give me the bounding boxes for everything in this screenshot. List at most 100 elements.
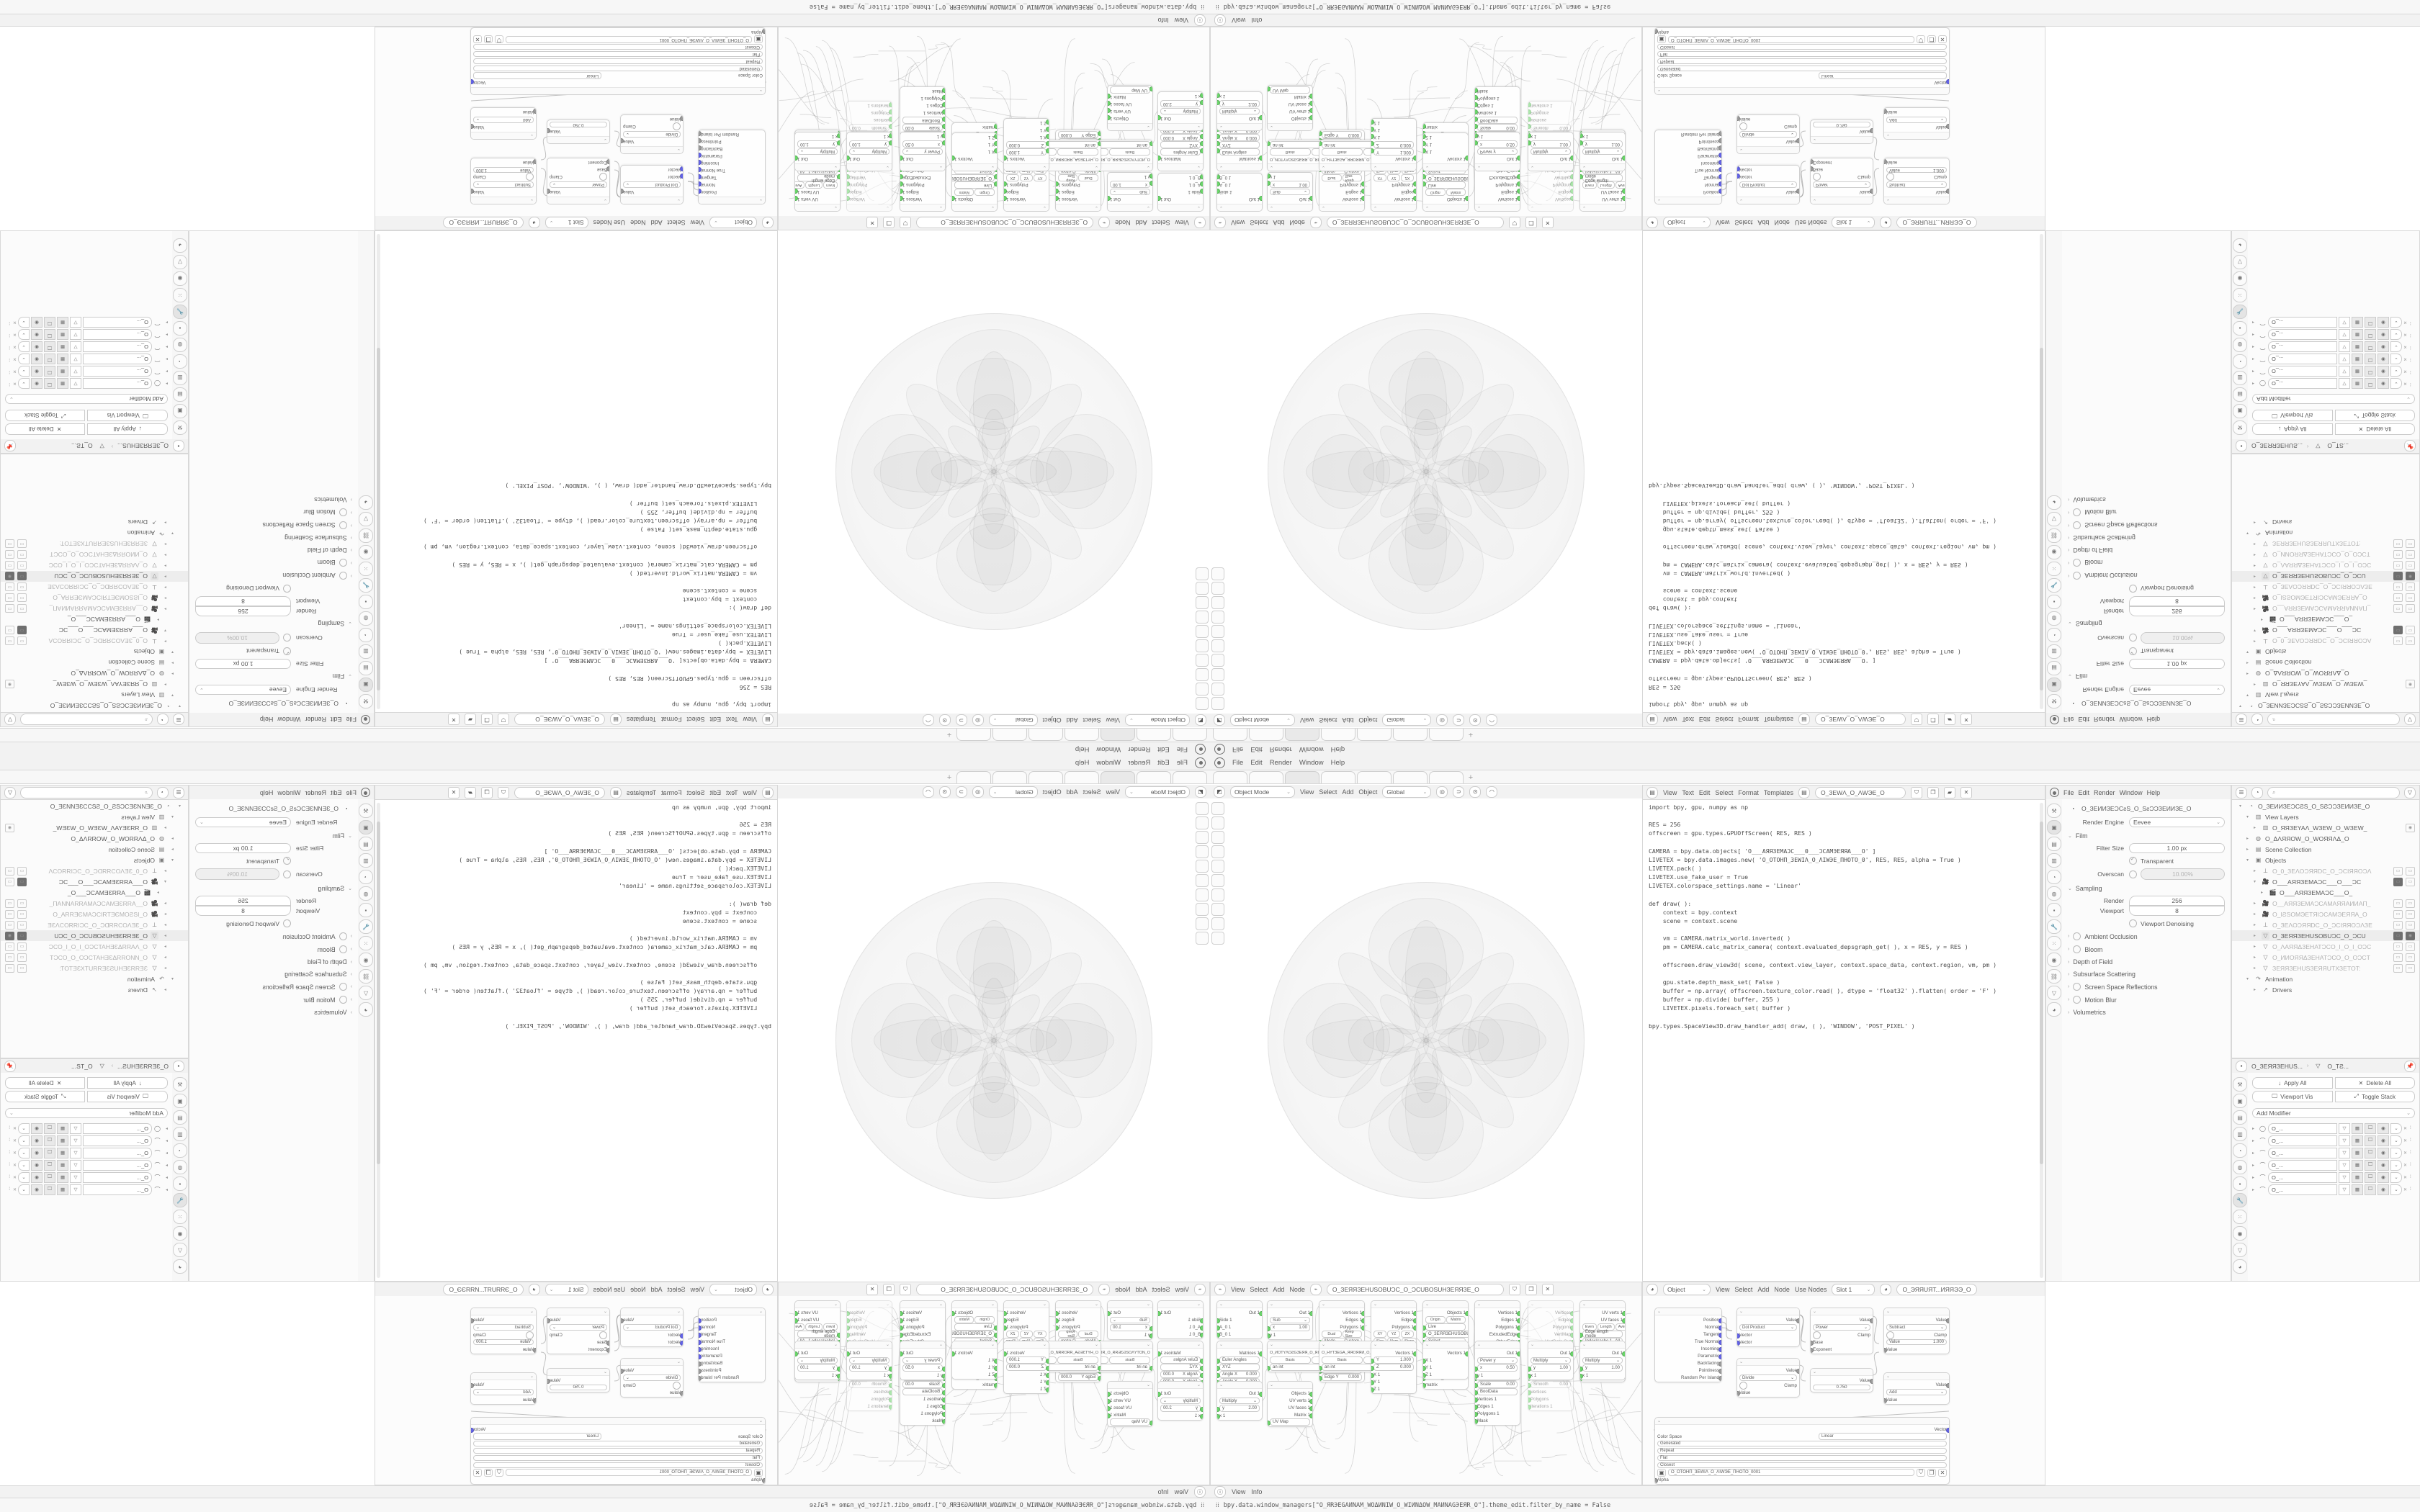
socket-dot[interactable] bbox=[837, 141, 841, 146]
gn-node[interactable]: ⌄ Out 1 Power y ⌄ x 0.50 y 1 bbox=[900, 1341, 946, 1380]
chevron-down-icon[interactable]: ▾ bbox=[176, 703, 181, 708]
fake-user-icon[interactable]: ⛉ bbox=[495, 1469, 503, 1477]
tool-select-box-icon[interactable] bbox=[1211, 683, 1224, 696]
image-icon[interactable]: ▣ bbox=[1657, 36, 1666, 44]
realtime-icon[interactable]: ▦ bbox=[57, 1135, 68, 1146]
pin-icon[interactable]: 📌 bbox=[2404, 441, 2416, 452]
node-collapse-caret-icon[interactable]: ⌄ bbox=[795, 204, 840, 211]
clamp-checkbox[interactable] bbox=[1886, 1331, 1894, 1339]
tab-scene-icon[interactable]: ◔ bbox=[2233, 354, 2247, 369]
outliner-item-toggles[interactable]: ▭ ▭ bbox=[5, 899, 27, 908]
pivot-point-icon[interactable]: ◎ bbox=[1436, 786, 1448, 798]
overscan-field[interactable]: 10.00% bbox=[2141, 632, 2225, 644]
clamp-checkbox-row[interactable]: Clamp bbox=[1886, 1332, 1947, 1338]
socket-dot[interactable] bbox=[1259, 116, 1263, 121]
node-collapse-caret-icon[interactable]: ⌄ bbox=[471, 1308, 536, 1315]
tab-scene-icon[interactable]: ◔ bbox=[2047, 870, 2061, 884]
node-collapse-caret-icon[interactable]: ⌄ bbox=[1056, 1301, 1101, 1308]
socket-dot[interactable] bbox=[1361, 182, 1365, 187]
tool-annotate-icon[interactable] bbox=[1196, 596, 1209, 609]
node-field[interactable]: BoolData bbox=[1477, 117, 1518, 124]
modifier-name-field[interactable]: O_... bbox=[2268, 1172, 2337, 1183]
gn-node[interactable]: ⌄ Out 1 Power y ⌄ x 0.50 y 1 bbox=[1474, 132, 1520, 171]
chevron-down-icon[interactable]: ▾ bbox=[161, 879, 166, 884]
node-collapse-caret-icon[interactable]: ⌄ bbox=[1004, 163, 1049, 171]
realtime-icon[interactable]: ▦ bbox=[57, 330, 68, 341]
outliner-item-toggles[interactable]: ▭ ▭ bbox=[5, 626, 27, 635]
tool-scale-icon[interactable] bbox=[1196, 874, 1209, 887]
tab-particles-icon[interactable]: ⁙ bbox=[173, 288, 187, 302]
camera-icon[interactable]: ◉ bbox=[2406, 680, 2415, 689]
socket-dot[interactable] bbox=[1474, 1390, 1478, 1395]
viewport-toolbar[interactable] bbox=[1196, 567, 1209, 710]
render-icon[interactable]: ◉ bbox=[31, 379, 42, 390]
delete-modifier-icon[interactable]: ✕ bbox=[12, 320, 17, 325]
color-space-dropdown[interactable]: Linear bbox=[473, 72, 601, 79]
chevron-right-icon[interactable]: ▸ bbox=[2246, 836, 2251, 841]
tab-physics-icon[interactable]: ◉ bbox=[2233, 1226, 2247, 1241]
tab-modifier-icon[interactable]: 🔧 bbox=[2047, 578, 2061, 593]
node-collapse-caret-icon[interactable]: ⌄ bbox=[1475, 163, 1520, 171]
tab-world-icon[interactable]: ◍ bbox=[2047, 886, 2061, 901]
add-workspace-button[interactable]: + bbox=[1465, 729, 1476, 740]
socket-dot[interactable] bbox=[1216, 1366, 1220, 1371]
node-collapse-caret-icon[interactable]: ⌄ bbox=[1655, 1418, 1949, 1425]
section-screen-space-reflections[interactable]: › Screen Space Reflections bbox=[2068, 521, 2225, 529]
socket-dot[interactable] bbox=[837, 1374, 841, 1379]
node-field[interactable]: Smooth 0.00 bbox=[849, 124, 889, 131]
operation-dropdown[interactable]: Add ⌄ bbox=[473, 1389, 534, 1395]
socket-dot[interactable] bbox=[1150, 174, 1153, 179]
gizmo-icon[interactable]: ◠ bbox=[923, 786, 934, 798]
workspace-tab[interactable] bbox=[956, 729, 991, 741]
section-screen-space-reflections[interactable]: › Screen Space Reflections bbox=[195, 521, 352, 529]
node-image-texture[interactable]: ⌄ Vector Color Space Linear Generated Re… bbox=[470, 27, 766, 95]
node-field-row[interactable]: O_ЗEЯЯЗEHUSOBUƆC_O_ƆCUBOSUHЗEЯЯЗE_O bbox=[954, 1331, 995, 1337]
modifier-stack-item[interactable]: ▸ ⌒ O_... ▽ ▦ 🖵 ◉ ⌄ ✕ ⁞ bbox=[2252, 318, 2415, 328]
proportional-edit-icon[interactable]: ⊙ bbox=[939, 715, 951, 726]
shader-menu-node[interactable]: Node bbox=[630, 1286, 646, 1293]
socket-dot[interactable] bbox=[1003, 1326, 1007, 1331]
viewport-samples-field[interactable]: 8 bbox=[195, 906, 291, 916]
node-collapse-caret-icon[interactable]: ⌄ bbox=[952, 163, 997, 171]
chevron-right-icon[interactable]: ▸ bbox=[2252, 1175, 2257, 1180]
props-menu-help[interactable]: Help bbox=[2147, 789, 2161, 796]
socket-dot[interactable] bbox=[1718, 153, 1722, 158]
realtime-icon[interactable]: ▦ bbox=[2352, 1123, 2363, 1134]
node-field-row[interactable]: x 1.00 bbox=[1270, 1325, 1310, 1331]
node-field[interactable]: O_ЗEЯЯЗEHUSOBUƆC_O_ƆCUBOSUHЗEЯЯЗE_O bbox=[951, 1331, 995, 1338]
realtime-icon[interactable]: ▦ bbox=[2352, 1172, 2363, 1183]
apply-all-button[interactable]: ↓ Apply All bbox=[2252, 1077, 2333, 1089]
socket-dot[interactable] bbox=[1200, 135, 1204, 140]
node-field[interactable]: XYZ bbox=[1219, 1364, 1260, 1371]
chevron-right-icon[interactable]: ▸ bbox=[161, 552, 166, 557]
realtime-icon[interactable]: ▦ bbox=[2352, 1184, 2363, 1195]
drag-handle-icon[interactable]: ⁞ bbox=[5, 382, 10, 386]
drag-handle-icon[interactable]: ⁞ bbox=[2410, 1163, 2415, 1167]
node-field[interactable]: XYZ bbox=[1219, 141, 1260, 148]
node-collapse-caret-icon[interactable]: ⌄ bbox=[1268, 1301, 1312, 1308]
gn-menu-add[interactable]: Add bbox=[1273, 220, 1284, 227]
operation-dropdown[interactable]: Multiply ⌄ bbox=[1219, 1398, 1260, 1404]
node-collapse-caret-icon[interactable]: ⌄ bbox=[471, 1418, 765, 1425]
node-collapse-caret-icon[interactable]: ⌄ bbox=[1884, 1373, 1949, 1380]
chevron-right-icon[interactable]: ▸ bbox=[2261, 890, 2266, 895]
menu-render[interactable]: Render bbox=[1128, 759, 1150, 767]
socket-dot[interactable] bbox=[1150, 1326, 1153, 1331]
socket-dot[interactable] bbox=[1422, 1373, 1426, 1378]
fake-user-icon[interactable]: ⛉ bbox=[498, 714, 509, 726]
monitor-icon[interactable]: ▭ bbox=[17, 964, 27, 973]
chevron-right-icon[interactable]: ▸ bbox=[2254, 563, 2259, 568]
socket-dot[interactable] bbox=[1718, 1354, 1722, 1359]
tab-output-icon[interactable]: ▤ bbox=[2047, 837, 2061, 851]
socket-dot[interactable] bbox=[470, 1383, 474, 1388]
viewport-icon[interactable]: 🖵 bbox=[44, 330, 55, 341]
gn-menu-node[interactable]: Node bbox=[1115, 220, 1131, 227]
socket-dot[interactable] bbox=[1474, 1405, 1478, 1410]
socket-dot[interactable] bbox=[698, 1318, 702, 1323]
outliner-item[interactable]: ▾ ▥ View Layers bbox=[2232, 690, 2419, 701]
node-collapse-caret-icon[interactable]: ⌄ bbox=[1319, 204, 1364, 211]
outliner-item[interactable]: ▸ ⊥ O_ЗEΛOƆЯЯDC_O_ƆCIЯЯOƆΛЗE ▭ ▭ bbox=[1, 919, 188, 930]
menu-help[interactable]: Help bbox=[1075, 759, 1090, 767]
render-icon[interactable]: ◉ bbox=[31, 354, 42, 365]
outliner-item-toggles[interactable]: ▭ ▭ bbox=[2393, 964, 2415, 973]
